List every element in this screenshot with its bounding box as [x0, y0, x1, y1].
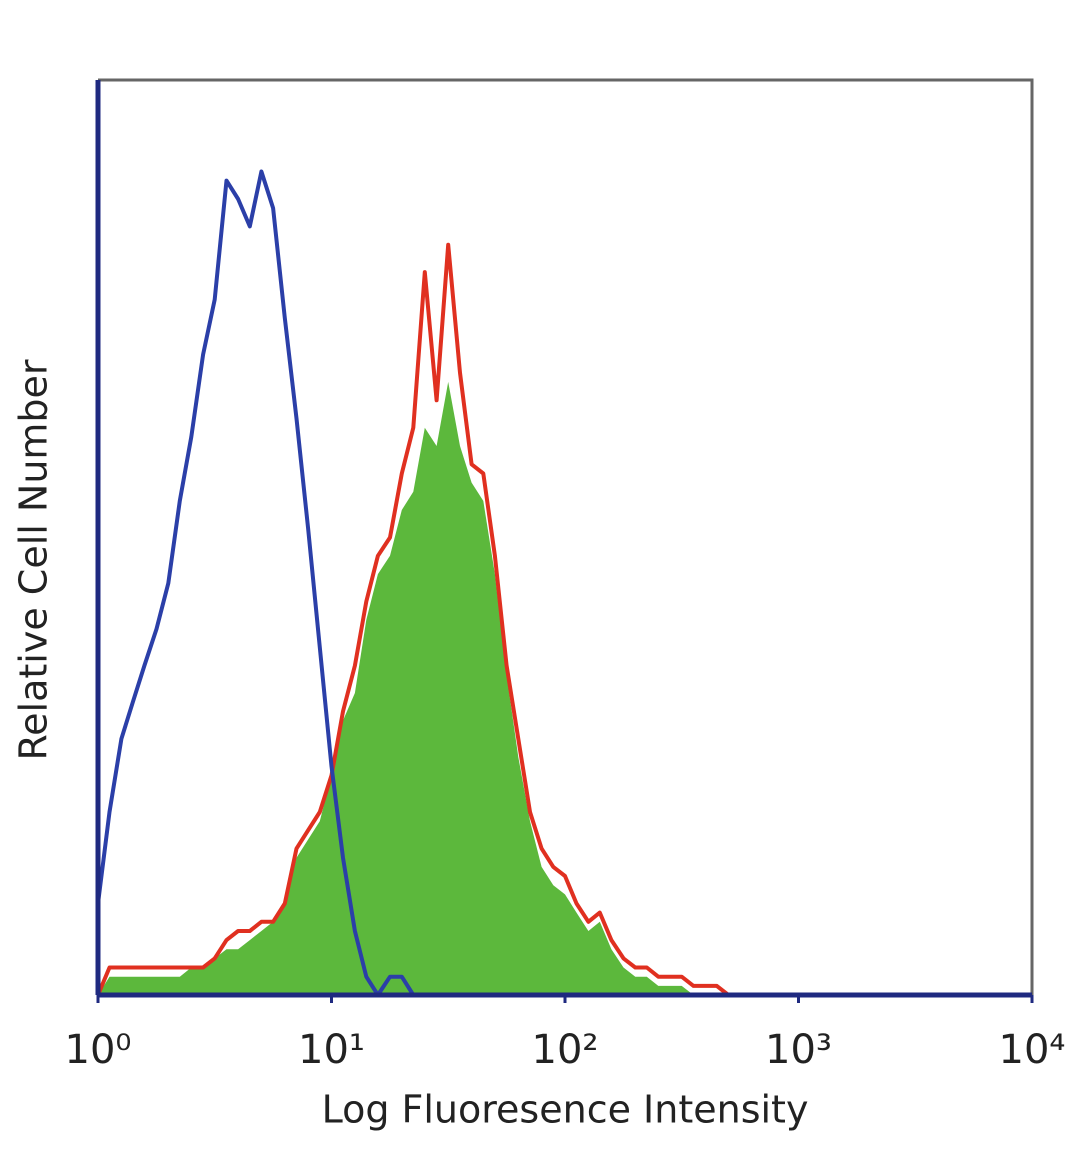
x-tick-label: 10⁰: [65, 1027, 132, 1073]
x-tick-label: 10⁴: [999, 1027, 1066, 1073]
x-tick-label: 10¹: [298, 1027, 365, 1073]
plot-frame: [98, 78, 1034, 995]
x-tick-label: 10³: [765, 1027, 832, 1073]
x-tick-label: 10²: [532, 1027, 599, 1073]
y-axis-label: Relative Cell Number: [12, 359, 56, 760]
x-axis-label: Log Fluoresence Intensity: [322, 1088, 809, 1132]
histogram-area: [98, 381, 729, 995]
histogram-line: [96, 242, 730, 997]
